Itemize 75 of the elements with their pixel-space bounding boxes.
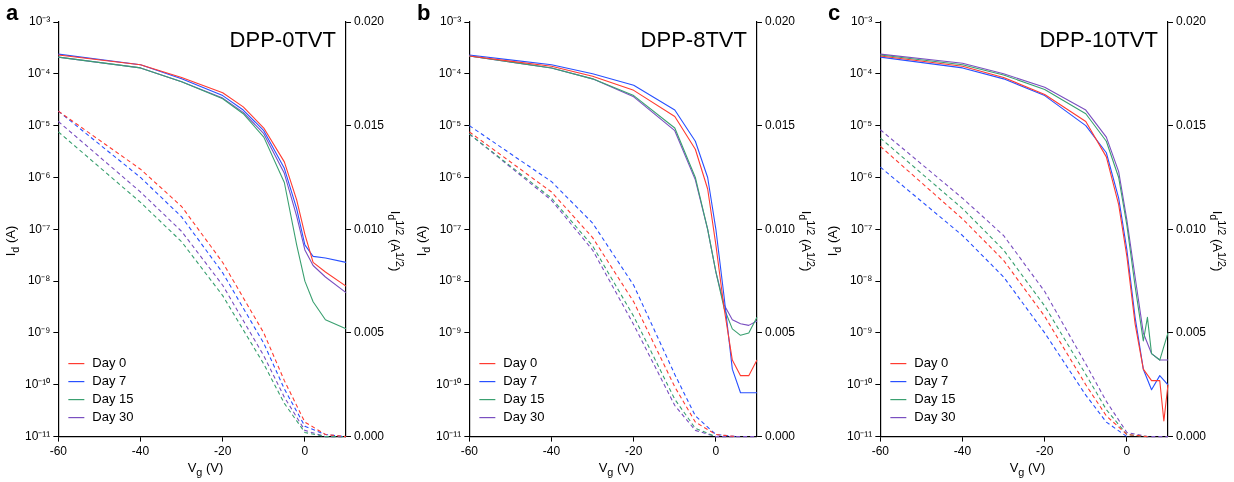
y-tick-label: 10⁻⁵ [850,117,873,132]
y2-tick-label: 0.020 [1175,14,1207,29]
y-tick-label: 10⁻¹⁰ [847,377,873,392]
legend-label: Day 0 [503,355,538,371]
legend-label: Day 15 [914,391,956,407]
legend-label: Day 30 [503,409,545,425]
y-tick-label: 10⁻³ [29,14,51,29]
y-tick-label: 10⁻¹¹ [436,428,462,443]
x-tick-label: 0 [1123,444,1131,459]
x-tick-label: -60 [460,444,479,459]
y-tick-label: 10⁻⁶ [850,169,873,184]
y-tick-label: 10⁻³ [440,14,462,29]
chart-title: DPP-0TVT [229,27,336,53]
x-tick-label: -20 [214,444,232,459]
y2-tick-label: 0.015 [1175,117,1207,132]
y-tick-label: 10⁻¹⁰ [436,377,462,392]
legend-label: Day 7 [92,373,127,389]
legend-label: Day 7 [503,373,538,389]
y-tick-label: 10⁻¹¹ [847,428,873,443]
x-axis-title: V$_{g}$ (V) [597,460,636,478]
x-tick-label: -40 [542,444,561,459]
y2-tick-label: 0.005 [764,325,796,340]
y-tick-label: 10⁻⁸ [27,273,51,288]
y2-tick-label: 0.010 [764,221,796,236]
legend-label: Day 15 [92,391,134,407]
legend-label: Day 30 [914,409,956,425]
text: b [417,0,431,26]
y-tick-label: 10⁻⁴ [27,66,51,81]
y-tick-label: 10⁻¹¹ [25,428,51,443]
legend-label: Day 7 [914,373,949,389]
legend-label: Day 0 [92,355,127,371]
y-tick-label: 10⁻⁴ [438,66,462,81]
x-axis-title: V$_{g}$ (V) [1008,460,1047,478]
y2-tick-label: 0.015 [353,117,385,132]
chart-title: DPP-8TVT [640,27,747,53]
text: c [828,0,841,26]
x-tick-label: 0 [301,444,309,459]
y-tick-label: 10⁻³ [851,14,873,29]
y-tick-label: 10⁻⁸ [849,273,873,288]
x-tick-label: -20 [625,444,643,459]
y-tick-label: 10⁻¹⁰ [25,377,51,392]
x-tick-label: 0 [712,444,720,459]
y-tick-label: 10⁻⁶ [439,169,462,184]
y-tick-label: 10⁻⁷ [439,221,462,236]
x-tick-label: -40 [953,444,972,459]
x-tick-label: -40 [131,444,150,459]
y2-tick-label: 0.015 [764,117,796,132]
y-tick-label: 10⁻⁹ [27,325,51,340]
legend-label: Day 0 [914,355,949,371]
y2-tick-label: 0.020 [764,14,796,29]
y2-tick-label: 0.000 [1175,428,1207,443]
y-tick-label: 10⁻⁵ [439,117,462,132]
y2-tick-label: 0.010 [1175,221,1207,236]
y2-tick-label: 0.005 [1175,325,1207,340]
y-tick-label: 10⁻⁴ [849,66,873,81]
y-tick-label: 10⁻⁹ [849,325,873,340]
y-tick-label: 10⁻⁶ [28,169,51,184]
y-tick-label: 10⁻⁹ [438,325,462,340]
y-tick-label: 10⁻⁷ [28,221,51,236]
y2-tick-label: 0.005 [353,325,385,340]
chart-title: DPP-10TVT [1039,27,1158,53]
x-axis-title: V$_{g}$ (V) [186,460,225,478]
y2-tick-label: 0.020 [353,14,385,29]
y2-tick-label: 0.010 [353,221,385,236]
x-tick-label: -20 [1036,444,1054,459]
x-tick-label: -60 [49,444,68,459]
y-tick-label: 10⁻⁸ [438,273,462,288]
legend-label: Day 30 [92,409,134,425]
legend-label: Day 15 [503,391,545,407]
y-tick-label: 10⁻⁵ [28,117,51,132]
x-tick-label: -60 [871,444,890,459]
y-tick-label: 10⁻⁷ [850,221,873,236]
y2-tick-label: 0.000 [764,428,796,443]
text: a [6,0,19,26]
y2-tick-label: 0.000 [353,428,385,443]
